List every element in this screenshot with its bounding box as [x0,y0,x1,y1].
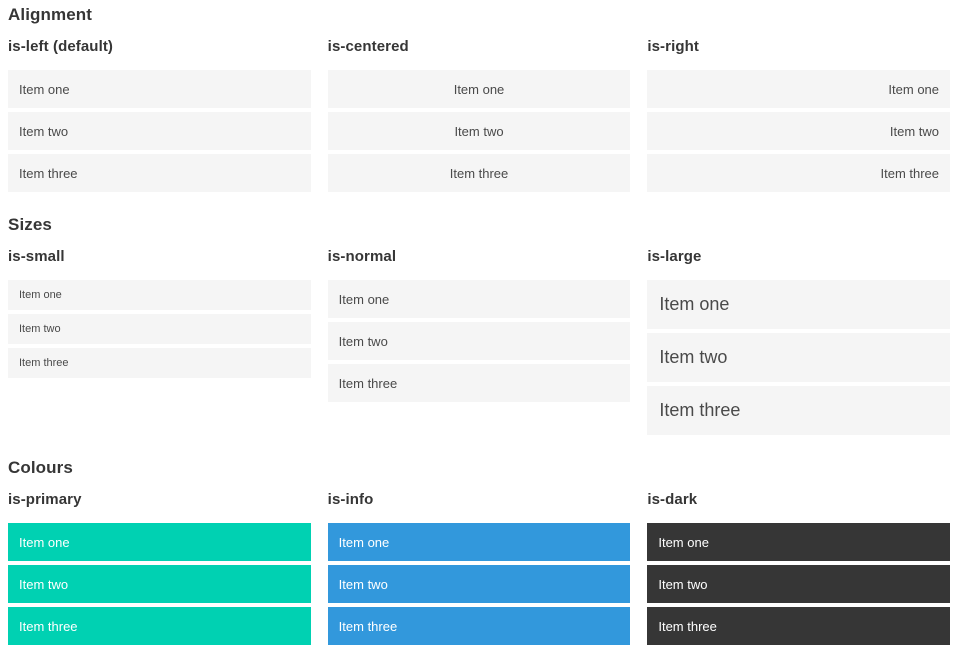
column-title: is-centered [327,38,409,55]
list-item[interactable]: Item three [327,607,631,645]
column-is-centered: is-centered Item one Item two Item three [327,25,631,192]
list-item[interactable]: Item one [327,280,631,318]
list-item[interactable]: Item one [8,70,311,108]
section-colours: Colours is-primary Item one Item two Ite… [8,457,951,645]
list-item[interactable]: Item two [327,322,631,360]
item-list: Item one Item two Item three [647,523,951,645]
list-item[interactable]: Item three [647,607,951,645]
list-item[interactable]: Item one [647,523,951,561]
list-item[interactable]: Item three [8,348,311,378]
column-is-primary: is-primary Item one Item two Item three [8,478,311,645]
list-item[interactable]: Item two [327,112,631,150]
section-title: Sizes [8,215,52,234]
item-list: Item one Item two Item three [647,280,951,435]
list-item[interactable]: Item one [647,280,951,329]
column-is-normal: is-normal Item one Item two Item three [327,235,631,435]
list-item[interactable]: Item two [8,565,311,603]
alignment-columns: is-left (default) Item one Item two Item… [8,25,951,192]
column-is-left: is-left (default) Item one Item two Item… [8,25,311,192]
list-item[interactable]: Item three [8,154,311,192]
column-title: is-right [647,38,699,55]
item-list: Item one Item two Item three [8,280,311,378]
item-list: Item one Item two Item three [8,70,311,192]
colours-columns: is-primary Item one Item two Item three … [8,478,951,645]
list-item[interactable]: Item one [647,70,951,108]
column-title: is-large [647,248,702,265]
column-is-large: is-large Item one Item two Item three [647,235,951,435]
list-item[interactable]: Item one [8,523,311,561]
list-item[interactable]: Item two [327,565,631,603]
section-sizes: Sizes is-small Item one Item two Item th… [8,214,951,435]
item-list: Item one Item two Item three [327,280,631,402]
list-item[interactable]: Item two [647,333,951,382]
column-title: is-small [8,248,65,265]
item-list: Item one Item two Item three [327,523,631,645]
list-item[interactable]: Item one [327,70,631,108]
column-title: is-normal [327,248,397,265]
section-title: Alignment [8,5,93,24]
list-item[interactable]: Item one [327,523,631,561]
item-list: Item one Item two Item three [8,523,311,645]
list-item[interactable]: Item three [647,386,951,435]
list-item[interactable]: Item three [8,607,311,645]
column-is-right: is-right Item one Item two Item three [647,25,951,192]
column-is-dark: is-dark Item one Item two Item three [647,478,951,645]
item-list: Item one Item two Item three [647,70,951,192]
column-title: is-info [327,491,374,508]
list-item[interactable]: Item two [8,314,311,344]
column-title: is-left (default) [8,38,114,55]
section-title: Colours [8,458,73,477]
section-alignment: Alignment is-left (default) Item one Ite… [8,4,951,192]
list-item[interactable]: Item three [327,364,631,402]
sizes-columns: is-small Item one Item two Item three is… [8,235,951,435]
list-item[interactable]: Item two [647,565,951,603]
list-item[interactable]: Item two [8,112,311,150]
column-title: is-dark [647,491,698,508]
list-item[interactable]: Item three [647,154,951,192]
column-is-small: is-small Item one Item two Item three [8,235,311,435]
list-item[interactable]: Item two [647,112,951,150]
column-title: is-primary [8,491,82,508]
list-item[interactable]: Item one [8,280,311,310]
list-item[interactable]: Item three [327,154,631,192]
column-is-info: is-info Item one Item two Item three [327,478,631,645]
item-list: Item one Item two Item three [327,70,631,192]
